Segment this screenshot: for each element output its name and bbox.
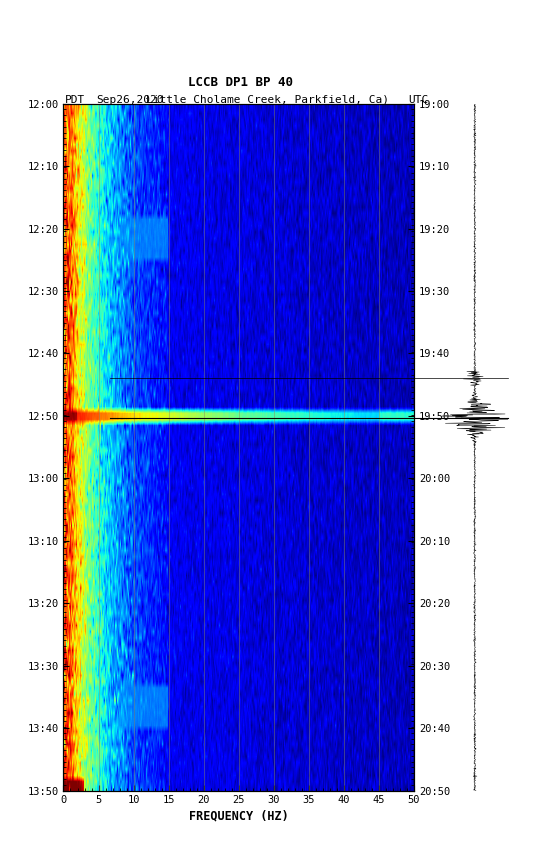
Text: Little Cholame Creek, Parkfield, Ca): Little Cholame Creek, Parkfield, Ca) [146,94,389,105]
Text: LCCB DP1 BP 40: LCCB DP1 BP 40 [188,76,293,89]
Text: Sep26,2020: Sep26,2020 [97,94,164,105]
Text: UTC: UTC [408,94,429,105]
X-axis label: FREQUENCY (HZ): FREQUENCY (HZ) [189,810,289,823]
Text: PDT: PDT [65,94,86,105]
